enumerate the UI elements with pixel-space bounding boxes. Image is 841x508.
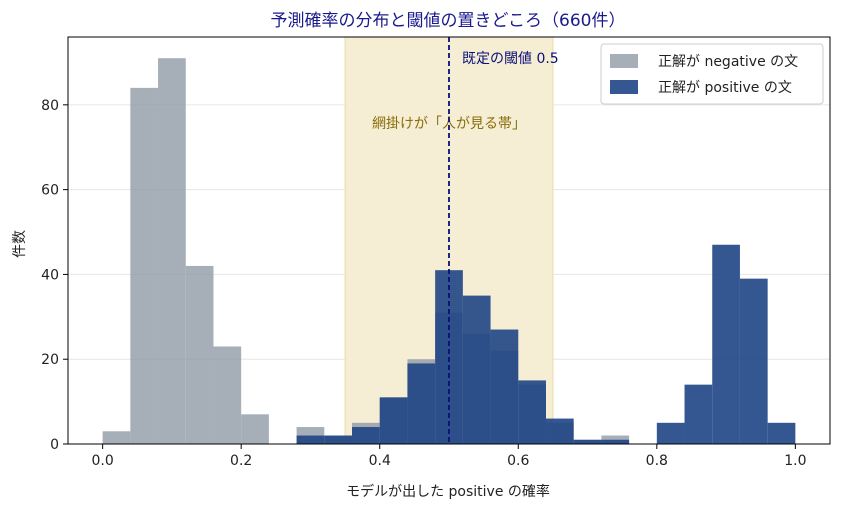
histogram-bar-positive	[518, 380, 546, 444]
histogram-bar-negative	[185, 265, 214, 444]
histogram-bar-negative	[213, 346, 242, 444]
y-tick-label: 0	[50, 437, 59, 453]
legend-label-negative: 正解が negative の文	[658, 54, 798, 70]
x-tick-label: 0.4	[369, 453, 391, 469]
y-tick-label: 20	[41, 352, 59, 368]
x-tick-label: 0.0	[92, 453, 114, 469]
histogram-bar-negative	[158, 58, 186, 445]
histogram-bar-positive	[462, 295, 491, 444]
x-tick-label: 0.8	[646, 453, 668, 469]
histogram-bar-positive	[739, 278, 768, 444]
review-band-label: 網掛けが「人が見る帯」	[372, 116, 526, 132]
histogram-bar-positive	[684, 384, 713, 444]
histogram-bar-positive	[712, 244, 740, 444]
histogram-bar-positive	[767, 422, 796, 444]
threshold-label: 既定の閾値 0.5	[462, 51, 559, 67]
x-tick-label: 0.6	[507, 453, 529, 469]
legend-swatch-positive	[610, 80, 638, 94]
chart-title: 予測確率の分布と閾値の置きどころ（660件）	[271, 11, 626, 31]
plot-frame	[67, 36, 831, 445]
histogram-bar-positive	[601, 439, 630, 444]
x-tick-label: 0.2	[230, 453, 252, 469]
histogram-bar-positive	[324, 435, 353, 444]
histogram-bar-negative	[241, 414, 269, 444]
histogram-bar-positive	[352, 427, 380, 444]
histogram-bar-positive	[545, 418, 574, 444]
histogram-bar-negative	[130, 87, 159, 444]
x-axis-ticks: 0.0 0.2 0.4 0.6 0.8 1.0	[92, 444, 806, 469]
y-axis-ticks: 0 20 40 60 80	[41, 98, 68, 453]
y-tick-label: 60	[41, 183, 59, 199]
histogram-bar-positive	[379, 397, 408, 444]
legend: 正解が negative の文 正解が positive の文	[600, 43, 824, 105]
x-axis-label: モデルが出した positive の確率	[346, 483, 550, 500]
histogram-bar-positive	[296, 435, 325, 444]
histogram-bar-negative	[102, 431, 131, 444]
legend-label-positive: 正解が positive の文	[658, 80, 792, 96]
y-tick-label: 40	[41, 267, 59, 283]
histogram-bar-positive	[656, 422, 685, 444]
histogram-bar-positive	[490, 329, 519, 444]
threshold-layer: 既定の閾値 0.5	[448, 37, 559, 444]
histogram-bar-positive	[573, 439, 602, 444]
histogram-bar-positive	[407, 363, 436, 444]
legend-box	[600, 43, 824, 105]
y-tick-label: 80	[41, 98, 59, 114]
y-axis-label: 件数	[12, 230, 28, 258]
legend-swatch-negative	[610, 54, 638, 68]
x-tick-label: 1.0	[784, 453, 806, 469]
